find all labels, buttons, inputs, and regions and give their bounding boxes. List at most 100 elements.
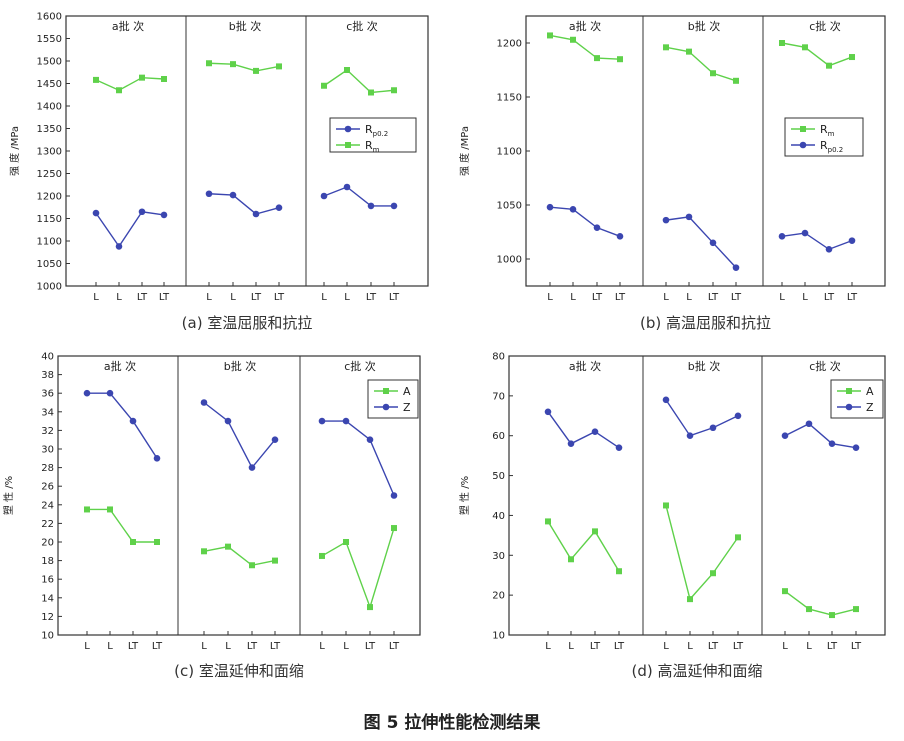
x-tick-label: LT: [614, 641, 625, 652]
legend-marker: [382, 403, 390, 411]
data-point: [275, 204, 283, 211]
data-point: [735, 534, 741, 541]
group-label: a批 次: [569, 359, 601, 373]
plot-frame: [57, 355, 421, 636]
y-tick-label: 1100: [497, 147, 522, 158]
data-point: [709, 239, 717, 247]
series-line: [208, 193, 280, 215]
group-label: c批 次: [809, 359, 841, 373]
x-tick-label: L: [570, 292, 576, 303]
data-point: [734, 412, 742, 420]
x-tick-label: L: [545, 641, 551, 652]
data-point: [781, 432, 789, 440]
data-point: [546, 203, 554, 211]
y-axis-label: 强 度 /MPa: [458, 126, 471, 176]
group-label: b批 次: [688, 359, 720, 373]
group-label: a批 次: [569, 19, 601, 33]
series-line: [203, 401, 276, 469]
y-tick-label: 32: [41, 426, 54, 437]
y-tick-label: 1050: [37, 259, 62, 270]
data-point: [709, 424, 717, 432]
series-line: [87, 392, 158, 459]
x-tick-label: L: [84, 641, 90, 652]
y-tick-label: 60: [492, 431, 505, 442]
data-point: [686, 432, 694, 440]
y-tick-label: 1150: [497, 93, 522, 104]
data-point: [802, 44, 808, 51]
x-tick-label: L: [319, 641, 325, 652]
data-point: [778, 233, 786, 240]
x-tick-label: LT: [708, 292, 719, 303]
data-point: [826, 62, 832, 69]
data-point: [806, 606, 812, 613]
data-point: [205, 190, 213, 198]
x-tick-label: L: [116, 292, 122, 303]
y-tick-label: 70: [492, 391, 505, 402]
chart-caption: (c) 室温延伸和面缩: [174, 662, 304, 680]
y-axis-label: 塑 性 /%: [2, 476, 15, 515]
plot-frame: [508, 355, 886, 636]
data-point: [252, 210, 260, 218]
data-point: [249, 562, 255, 569]
group-label: c批 次: [346, 19, 378, 33]
x-tick-label: L: [321, 292, 327, 303]
data-point: [206, 60, 212, 67]
group-label: c批 次: [344, 359, 376, 373]
series-line: [665, 505, 739, 601]
data-point: [343, 183, 351, 191]
x-tick-label: LT: [366, 292, 377, 303]
data-point: [367, 604, 373, 611]
data-point: [662, 216, 670, 224]
series-line: [87, 508, 157, 543]
legend-marker: [800, 126, 806, 132]
series-line: [95, 210, 165, 248]
chart-3: 10 12 14 16 18 20 22 24 26 28 30 32 34 36 38 40 L L LT LT L L…: [2, 352, 421, 680]
series-line: [665, 46, 737, 82]
x-tick-label: L: [802, 292, 808, 303]
data-point: [852, 444, 860, 451]
series-line: [323, 69, 395, 94]
data-point: [591, 428, 599, 436]
x-tick-label: LT: [159, 292, 170, 303]
data-point: [592, 528, 598, 535]
y-tick-label: 80: [492, 352, 505, 363]
data-point: [106, 389, 114, 397]
data-point: [201, 548, 207, 555]
data-point: [662, 396, 670, 404]
data-point: [594, 55, 600, 62]
x-tick-label: LT: [592, 292, 603, 303]
series-line: [784, 422, 857, 449]
series-line: [323, 186, 394, 207]
data-point: [229, 191, 237, 199]
series-line: [322, 420, 395, 496]
series-Z: [83, 389, 398, 499]
data-point: [153, 455, 161, 462]
series-Rp0.2: [546, 203, 856, 271]
y-tick-label: 1450: [37, 79, 62, 90]
y-tick-label: 1600: [37, 12, 62, 23]
y-tick-label: 38: [41, 370, 54, 381]
x-tick-label: LT: [851, 641, 862, 652]
x-tick-label: L: [93, 292, 99, 303]
x-tick-label: LT: [251, 292, 262, 303]
data-point: [272, 557, 278, 564]
data-point: [570, 36, 576, 43]
data-point: [390, 202, 398, 210]
chart-1: 1000 1050 1100 1150 1200 1250 1300 1350 1400 1450…: [8, 12, 429, 332]
y-tick-label: 10: [41, 631, 54, 642]
data-point: [139, 74, 145, 81]
series-line: [781, 42, 853, 67]
data-point: [93, 76, 99, 83]
figure-title: 图 5 拉伸性能检测结果: [364, 712, 541, 733]
data-point: [320, 192, 328, 200]
x-tick-label: L: [344, 292, 350, 303]
data-point: [107, 506, 113, 513]
x-tick-label: LT: [152, 641, 163, 652]
data-point: [616, 233, 624, 240]
series-line: [549, 206, 621, 237]
x-tick-label: LT: [590, 641, 601, 652]
legend-marker: [846, 388, 852, 394]
data-point: [687, 596, 693, 603]
x-tick-label: L: [230, 292, 236, 303]
